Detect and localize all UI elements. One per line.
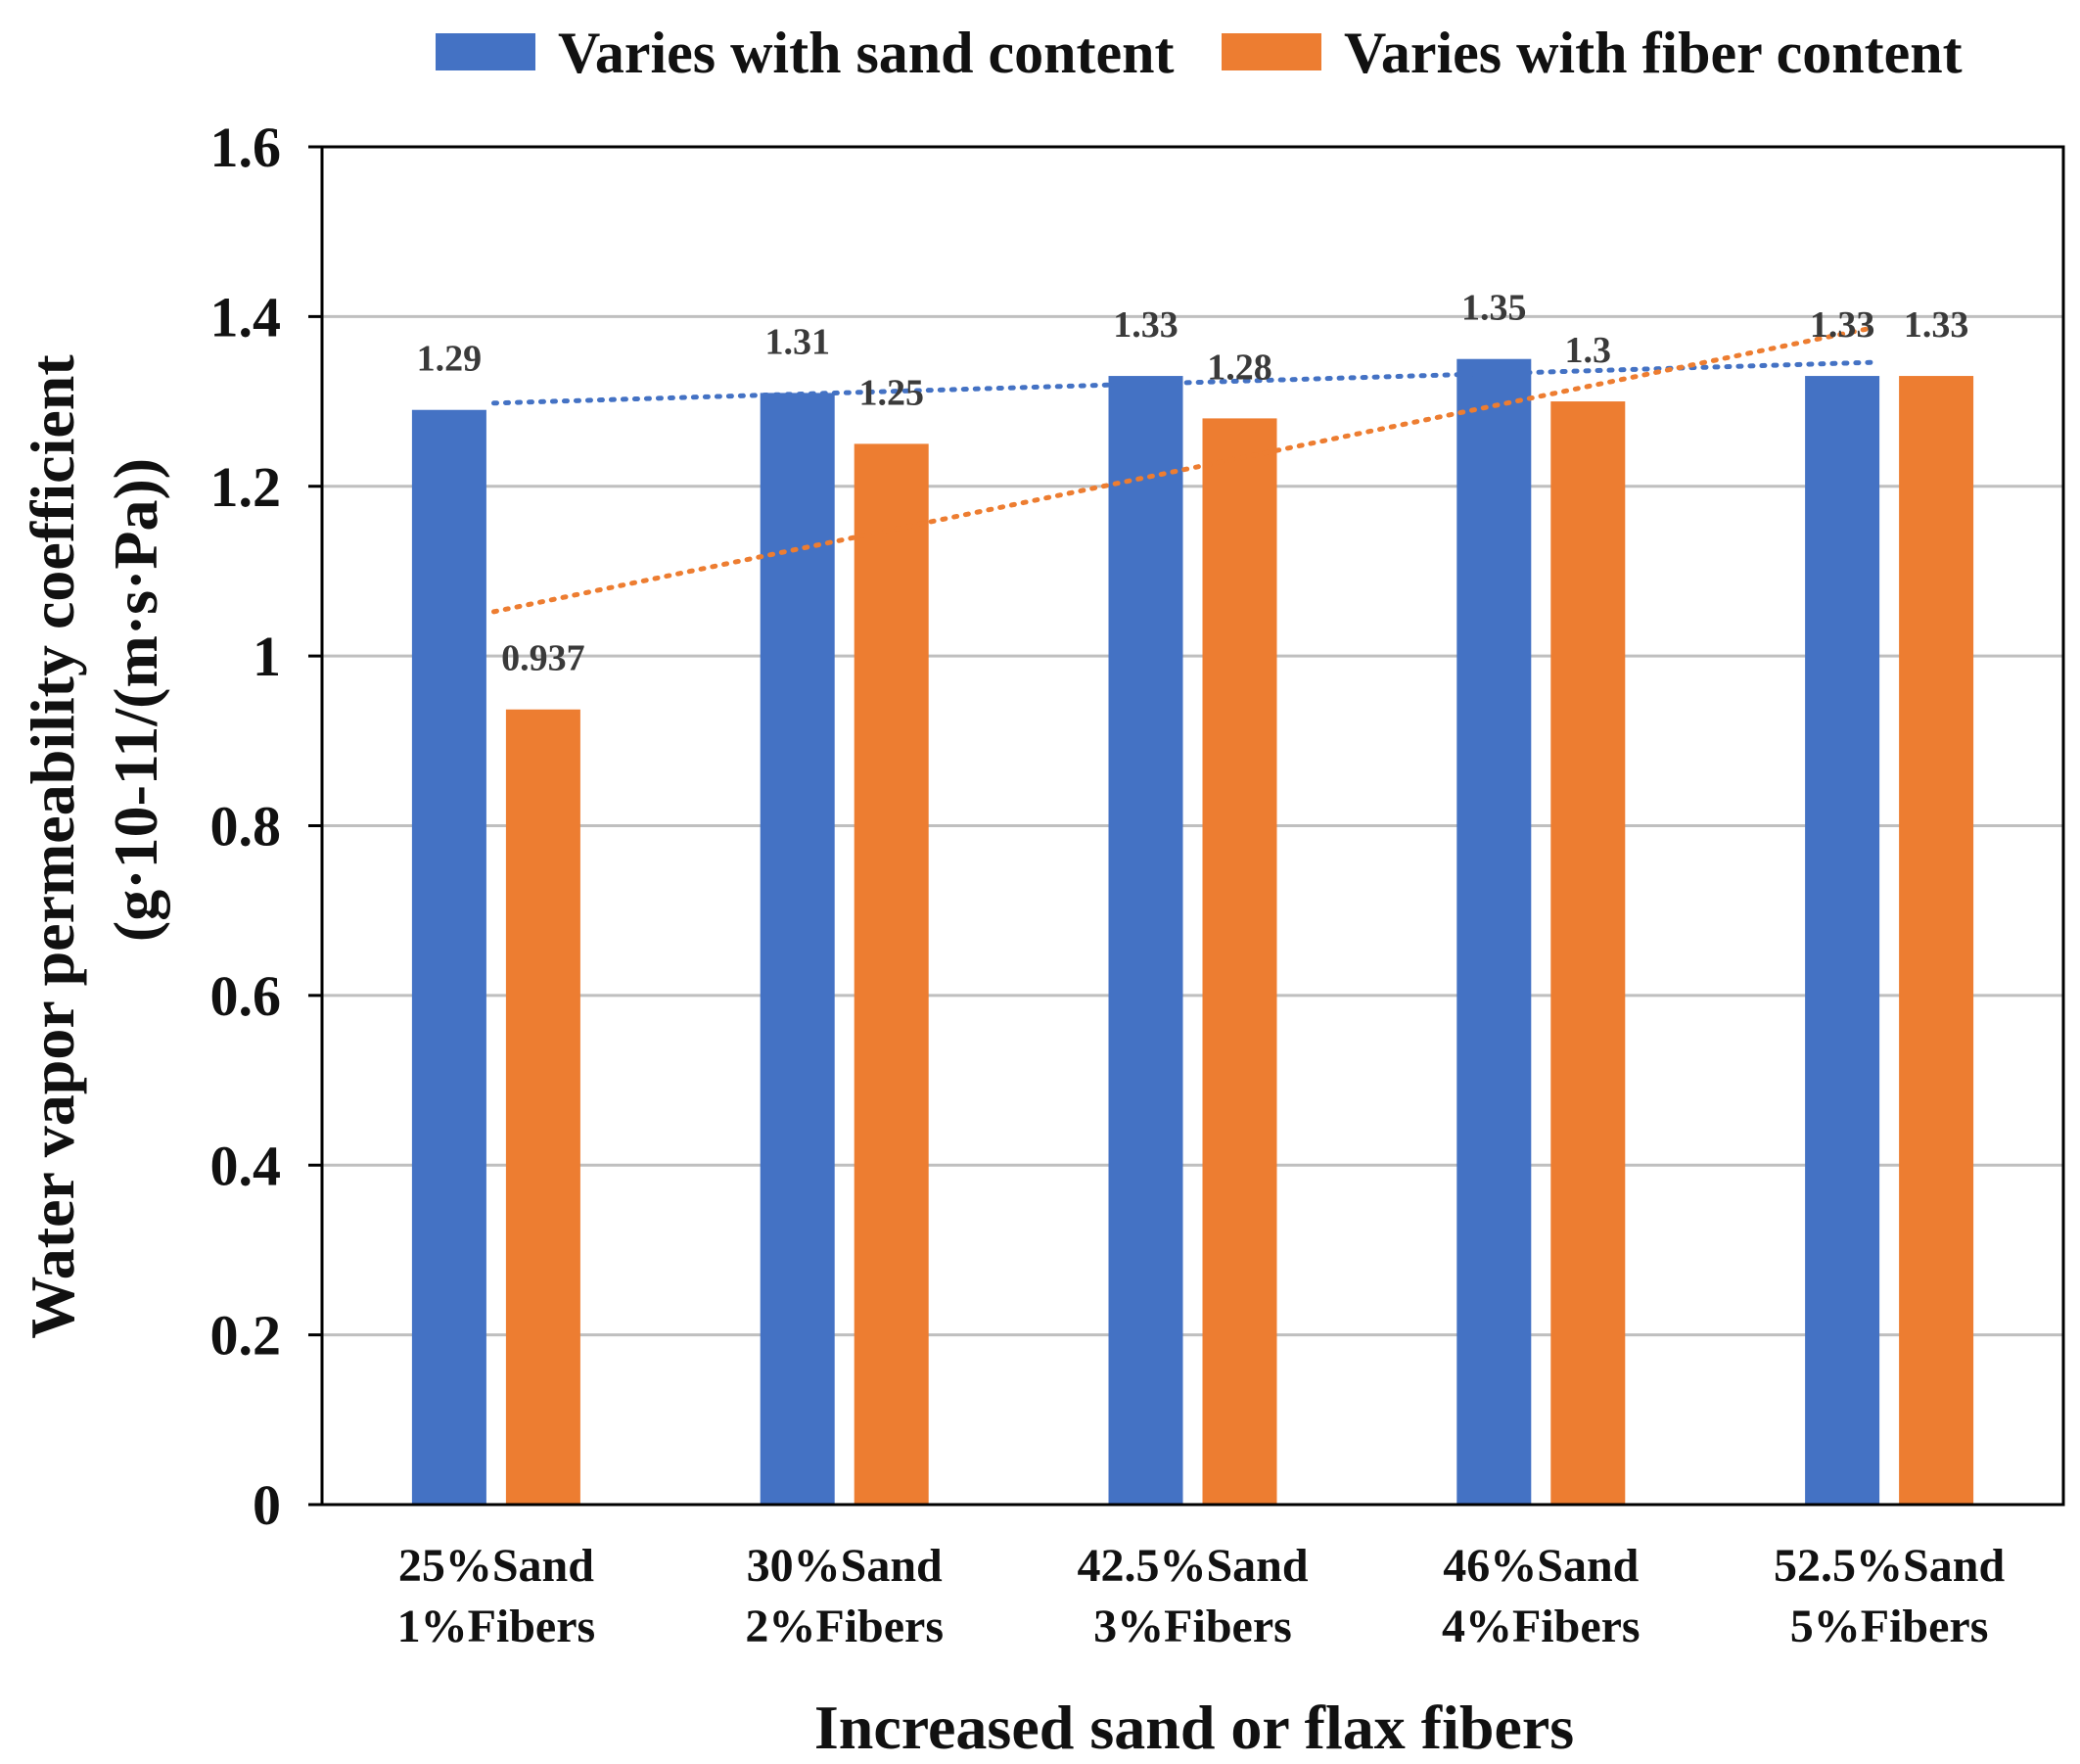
fiber-trendline: [491, 325, 1874, 615]
data-label: 1.33: [1810, 304, 1875, 346]
y-axis-title-line1: Water vapor permeability coefficient: [18, 354, 87, 1339]
x-category-line: 3%Fibers: [1093, 1601, 1292, 1652]
fiber-bar: [1550, 401, 1626, 1505]
y-axis-title-line2: (g·10-11/(m·s·Pa)): [101, 458, 170, 942]
x-category-line: 30%Sand: [747, 1540, 943, 1592]
data-label: 1.33: [1113, 304, 1179, 346]
data-label: 1.33: [1904, 304, 1969, 346]
x-category-label: 42.5%Sand 3%Fibers: [1077, 1540, 1308, 1652]
legend-swatch-fiber: [1222, 33, 1321, 70]
data-labels: 1.29 0.937 1.31 1.25 1.33 1.28 1.35 1.3 1.33 1.33: [417, 288, 1969, 679]
data-label: 0.937: [501, 638, 585, 679]
data-label: 1.28: [1207, 347, 1272, 388]
x-category-line: 5%Fibers: [1790, 1601, 1989, 1652]
x-category-label: 52.5%Sand 5%Fibers: [1774, 1540, 2005, 1652]
legend-label-sand: Varies with sand content: [558, 21, 1175, 85]
trendlines: [491, 325, 1874, 615]
x-category-line: 42.5%Sand: [1077, 1540, 1308, 1592]
data-label: 1.31: [764, 321, 830, 362]
x-category-line: 2%Fibers: [745, 1601, 944, 1652]
legend: Varies with sand content Varies with fibe…: [436, 21, 1963, 85]
bars: [411, 358, 1974, 1506]
data-label: 1.3: [1565, 330, 1612, 371]
y-tick-label: 1.2: [210, 455, 282, 519]
y-tick-label: 0.2: [210, 1304, 282, 1368]
y-tick-label: 0.4: [210, 1134, 282, 1197]
y-tick-label: 1: [253, 625, 281, 688]
fiber-bar: [1899, 376, 1974, 1505]
fiber-bar: [505, 709, 580, 1505]
x-category-line: 52.5%Sand: [1774, 1540, 2005, 1592]
sand-bar: [1456, 358, 1532, 1505]
gridlines: [322, 314, 2063, 1337]
sand-bar: [1108, 376, 1183, 1505]
sand-trendline: [491, 359, 1874, 406]
sand-bar: [1805, 376, 1880, 1505]
data-label: 1.35: [1461, 288, 1527, 329]
x-category-label: 30%Sand 2%Fibers: [745, 1540, 944, 1652]
legend-label-fiber: Varies with fiber content: [1344, 21, 1963, 85]
data-label: 1.25: [858, 372, 924, 413]
x-axis-title: Increased sand or flax fibers: [814, 1693, 1574, 1762]
fiber-bar: [1202, 418, 1277, 1505]
y-tick-label: 0.6: [210, 964, 282, 1028]
x-category-line: 46%Sand: [1443, 1540, 1639, 1592]
x-category-line: 1%Fibers: [397, 1601, 596, 1652]
fiber-bar: [854, 443, 929, 1505]
x-category-label: 25%Sand 1%Fibers: [397, 1540, 596, 1652]
sand-bar: [411, 409, 486, 1506]
y-tick-label: 1.6: [210, 116, 282, 179]
data-label: 1.29: [417, 339, 483, 380]
y-tick-label: 1.4: [210, 285, 282, 348]
legend-swatch-sand: [436, 33, 535, 70]
sand-bar: [760, 393, 835, 1505]
y-tick-label: 0.8: [210, 795, 282, 859]
y-axis-ticks: 0 0.2 0.4 0.6 0.8 1 1.2 1.4 1.6: [210, 116, 322, 1537]
x-category-label: 46%Sand 4%Fibers: [1442, 1540, 1641, 1652]
x-category-line: 4%Fibers: [1442, 1601, 1641, 1652]
y-tick-label: 0: [253, 1473, 281, 1537]
x-axis-categories: 25%Sand 1%Fibers 30%Sand 2%Fibers 42.5%Sand 3…: [397, 1540, 2006, 1652]
x-category-line: 25%Sand: [398, 1540, 594, 1592]
